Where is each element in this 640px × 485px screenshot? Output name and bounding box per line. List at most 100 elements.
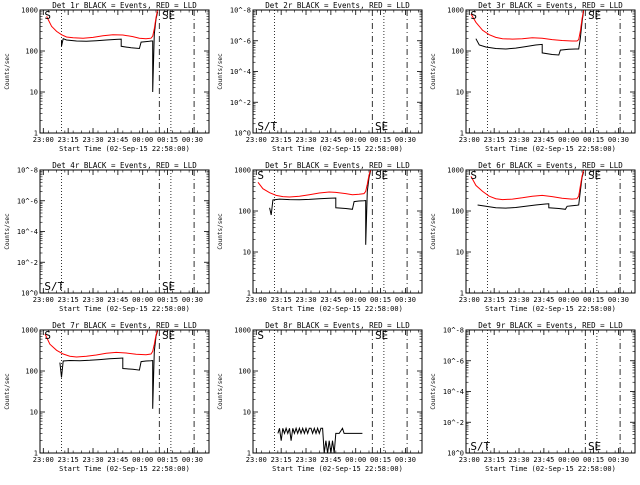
x-tick-label: 23:00: [33, 136, 54, 144]
x-tick-label: 23:00: [459, 456, 480, 464]
x-tick-label: 00:15: [370, 456, 391, 464]
plot-det-5r: Det 5r BLACK = Events, RED = LLD 1 10 100 10…: [217, 161, 423, 313]
plot-title: Det 1r BLACK = Events, RED = LLD: [52, 1, 197, 10]
x-tick-label: 23:30: [295, 296, 316, 304]
plot-frame: [252, 9, 423, 134]
x-tick-label: 23:30: [295, 136, 316, 144]
x-tick-label: 23:30: [82, 296, 103, 304]
x-tick-label: 23:15: [484, 136, 505, 144]
series-lld: [44, 329, 159, 358]
x-tick-label: 00:30: [608, 136, 629, 144]
x-tick-label: 23:00: [459, 296, 480, 304]
x-tick-label: 00:00: [345, 296, 366, 304]
y-tick-label: 1: [460, 290, 464, 298]
y-tick-label: 10: [456, 249, 464, 257]
y-tick-label: 1: [34, 450, 38, 458]
x-tick-label: 23:15: [58, 136, 79, 144]
plot-det-1r: Det 1r BLACK = Events, RED = LLD 1 10 100 10…: [4, 1, 210, 153]
x-tick-label: 23:15: [484, 456, 505, 464]
y-tick-label: 10^-6: [230, 37, 251, 45]
y-axis-label: Counts/sec: [4, 373, 11, 410]
x-tick-label: 23:30: [82, 136, 103, 144]
x-tick-label: 23:45: [107, 136, 128, 144]
x-tick-label: 00:00: [558, 456, 579, 464]
y-tick-label: 10^-8: [443, 327, 464, 335]
plot-frame: [252, 329, 423, 454]
x-tick-label: 23:45: [533, 296, 554, 304]
event-flag: SE: [162, 280, 175, 293]
event-flag: SE: [162, 329, 175, 342]
series-lld: [470, 9, 585, 42]
event-flag: SE: [375, 120, 388, 133]
series-events: [475, 10, 585, 56]
x-axis-label: Start Time (02-Sep-15 22:58:00): [59, 465, 190, 473]
y-tick-label: 10^-4: [230, 68, 251, 76]
y-axis-label: Counts/sec: [217, 53, 224, 90]
plot-det-3r: Det 3r BLACK = Events, RED = LLD 1 10 100 10…: [430, 1, 636, 153]
y-tick-label: 1000: [21, 7, 38, 15]
x-axis-label: Start Time (02-Sep-15 22:58:00): [59, 145, 190, 153]
x-tick-label: 23:15: [271, 456, 292, 464]
y-axis-label: Counts/sec: [430, 373, 437, 410]
plot-det-7r: Det 7r BLACK = Events, RED = LLD 1 10 100 10…: [4, 321, 210, 473]
event-flag: SE: [588, 440, 601, 453]
plot-title: Det 7r BLACK = Events, RED = LLD: [52, 321, 197, 330]
x-tick-label: 00:15: [583, 456, 604, 464]
series-events: [61, 11, 159, 93]
x-tick-label: 00:30: [395, 456, 416, 464]
y-tick-label: 10: [30, 89, 38, 97]
x-tick-label: 00:15: [157, 456, 178, 464]
series-lld: [470, 169, 585, 201]
x-tick-label: 23:00: [33, 296, 54, 304]
x-tick-label: 23:45: [533, 456, 554, 464]
x-tick-label: 00:30: [395, 296, 416, 304]
plot-title: Det 9r BLACK = Events, RED = LLD: [478, 321, 623, 330]
y-tick-label: 10^-2: [230, 99, 251, 107]
y-tick-label: 10^-4: [17, 228, 38, 236]
x-axis-label: Start Time (02-Sep-15 22:58:00): [272, 145, 403, 153]
series-events: [277, 426, 363, 454]
event-flag: S/T: [44, 280, 64, 293]
x-tick-label: 23:45: [320, 296, 341, 304]
y-tick-label: 1000: [447, 167, 464, 175]
x-axis-label: Start Time (02-Sep-15 22:58:00): [485, 305, 616, 313]
x-tick-label: 23:45: [107, 456, 128, 464]
x-tick-label: 23:00: [246, 456, 267, 464]
y-tick-label: 100: [451, 208, 464, 216]
y-tick-label: 1000: [447, 7, 464, 15]
event-flag: S: [470, 169, 477, 182]
x-tick-label: 00:15: [157, 296, 178, 304]
x-tick-label: 23:15: [58, 296, 79, 304]
x-axis-label: Start Time (02-Sep-15 22:58:00): [272, 305, 403, 313]
series-lld: [46, 9, 159, 40]
y-tick-label: 100: [451, 48, 464, 56]
plot-det-6r: Det 6r BLACK = Events, RED = LLD 1 10 100 10…: [430, 161, 636, 313]
x-tick-label: 23:30: [508, 136, 529, 144]
plot-det-8r: Det 8r BLACK = Events, RED = LLD 1 10 100 10…: [217, 321, 423, 473]
event-flag: S: [44, 329, 51, 342]
x-tick-label: 23:00: [459, 136, 480, 144]
event-flag: SE: [375, 329, 388, 342]
x-tick-label: 00:30: [608, 456, 629, 464]
x-tick-label: 00:00: [132, 456, 153, 464]
event-flag: S: [44, 9, 51, 22]
plot-frame: [39, 9, 210, 134]
y-tick-label: 10: [30, 409, 38, 417]
x-tick-label: 00:00: [558, 136, 579, 144]
x-tick-label: 23:15: [271, 136, 292, 144]
plot-det-9r: Det 9r BLACK = Events, RED = LLD 10^0 10^-…: [430, 321, 636, 473]
y-axis-label: Counts/sec: [4, 213, 11, 250]
plot-det-4r: Det 4r BLACK = Events, RED = LLD 10^0 10^-…: [4, 161, 210, 313]
plot-title: Det 2r BLACK = Events, RED = LLD: [265, 1, 410, 10]
y-tick-label: 10^-2: [443, 419, 464, 427]
x-tick-label: 23:45: [107, 296, 128, 304]
x-tick-label: 23:30: [508, 296, 529, 304]
plot-title: Det 4r BLACK = Events, RED = LLD: [52, 161, 197, 170]
event-flag: SE: [588, 169, 601, 182]
y-tick-label: 10^0: [234, 130, 251, 138]
x-tick-label: 23:45: [320, 456, 341, 464]
y-tick-label: 10^0: [21, 290, 38, 298]
x-tick-label: 00:15: [370, 296, 391, 304]
series-events: [269, 170, 372, 245]
